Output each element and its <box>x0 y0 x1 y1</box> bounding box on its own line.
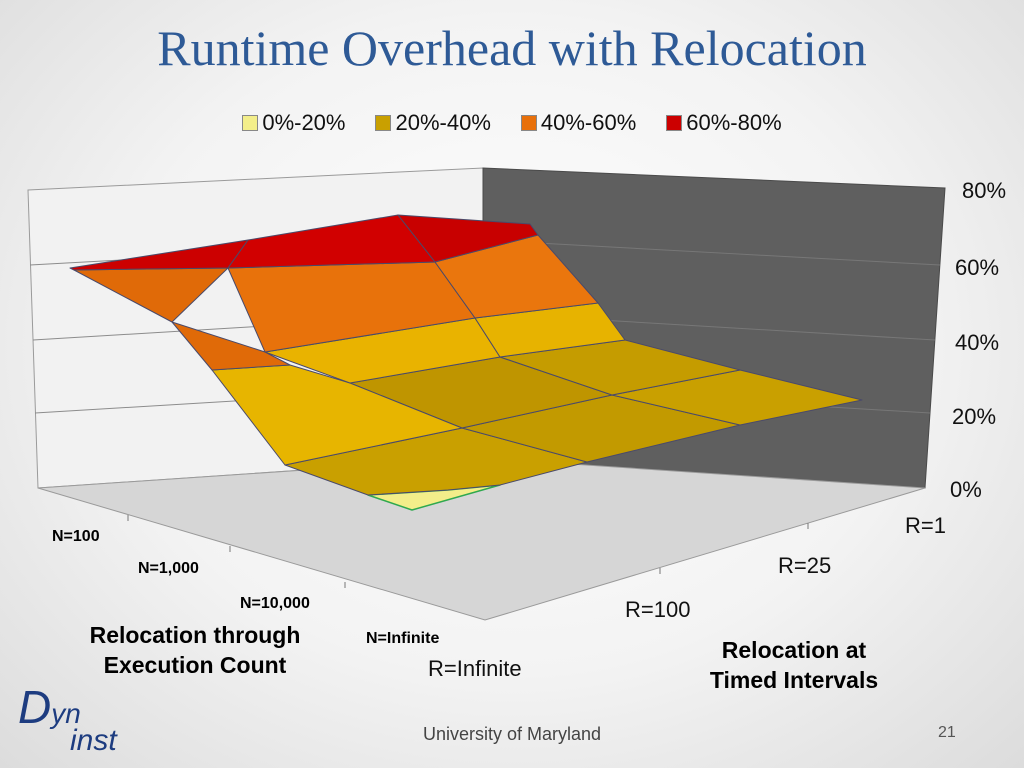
series-axis-title-line1: Relocation through <box>89 622 301 648</box>
legend-item-60-80: 60%-80% <box>666 110 782 136</box>
legend-swatch-20-40 <box>375 115 392 131</box>
series-label-n100: N=100 <box>52 528 100 545</box>
slide-footer: University of Maryland <box>422 724 602 744</box>
legend-label-40-60: 40%-60% <box>540 110 637 135</box>
logo-text-yn: yn <box>51 698 81 729</box>
logo-letter-d: D <box>18 681 52 733</box>
category-axis: R=1 R=25 R=100 R=Infinite <box>428 513 946 681</box>
series-axis-title-line2: Execution Count <box>103 652 287 678</box>
legend-swatch-40-60 <box>520 115 537 131</box>
series-axis: N=100 N=1,000 N=10,000 N=Infinite <box>52 528 439 647</box>
category-axis-title: Relocation at Timed Intervals <box>684 635 904 695</box>
slide-title: Runtime Overhead with Relocation <box>157 20 867 76</box>
legend-label-60-80: 60%-80% <box>686 110 782 135</box>
legend-item-40-60: 40%-60% <box>520 110 637 136</box>
surface-patch-red-back <box>397 214 539 263</box>
series-axis-title: Relocation through Execution Count <box>62 620 328 680</box>
legend-swatch-0-20 <box>242 115 259 131</box>
page-number: 21 <box>938 724 956 741</box>
legend-label-0-20: 0%-20% <box>262 110 346 135</box>
series-label-n10000: N=10,000 <box>240 595 310 612</box>
category-label-r100: R=100 <box>625 597 690 622</box>
value-tick-60: 60% <box>955 255 999 280</box>
legend-item-20-40: 20%-40% <box>375 110 491 136</box>
chart-legend: 0%-20% 20%-40% 40%-60% 60%-80% <box>0 110 1024 136</box>
category-label-r25: R=25 <box>778 553 831 578</box>
category-axis-title-line2: Timed Intervals <box>709 667 879 693</box>
category-axis-title-line1: Relocation at <box>721 637 867 663</box>
dyninst-logo-inst: inst <box>70 724 117 757</box>
value-tick-20: 20% <box>952 404 996 429</box>
value-tick-80: 80% <box>962 178 1006 203</box>
axis-ticks <box>127 515 809 588</box>
legend-item-0-20: 0%-20% <box>242 110 345 136</box>
series-label-n1000: N=1,000 <box>138 560 199 577</box>
value-tick-0: 0% <box>950 477 982 502</box>
legend-swatch-60-80 <box>666 115 683 131</box>
gridline-60-right <box>482 239 941 266</box>
category-label-r1: R=1 <box>905 513 946 538</box>
value-axis: 80% 60% 40% 20% 0% <box>950 178 1006 502</box>
surface <box>69 214 863 511</box>
legend-label-20-40: 20%-40% <box>395 110 491 135</box>
surface-patch-orange-left <box>171 321 291 371</box>
value-tick-40: 40% <box>955 330 999 355</box>
series-label-ninfinite: N=Infinite <box>366 630 439 647</box>
category-label-rinfinite: R=Infinite <box>428 656 522 681</box>
dyninst-logo: Dyn <box>18 680 81 734</box>
